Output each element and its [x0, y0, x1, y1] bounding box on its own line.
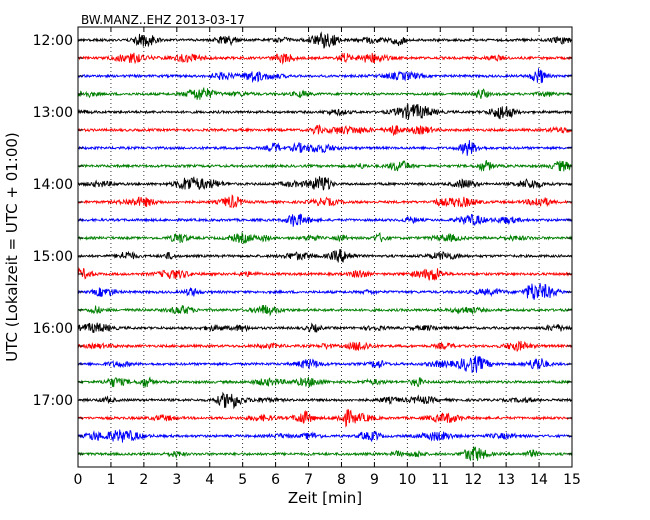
- y-tick-label: 15:00: [33, 249, 73, 265]
- seismic-trace: [77, 376, 573, 388]
- x-tick-label: 10: [398, 472, 416, 488]
- x-tick-label: 9: [370, 472, 379, 488]
- seismic-trace: [77, 267, 573, 281]
- seismic-trace: [77, 282, 573, 300]
- traces-layer: [77, 31, 573, 461]
- x-tick-label: 5: [238, 472, 247, 488]
- seismic-trace: [77, 231, 573, 245]
- x-tick-label: 4: [205, 472, 214, 488]
- x-axis: 0 1 2 3 4 5 6 7 8 9 10 11 12 13 14 15: [74, 27, 581, 488]
- seismic-trace: [77, 123, 573, 137]
- seismic-trace: [77, 249, 573, 263]
- x-tick-label: 8: [337, 472, 346, 488]
- seismic-trace: [77, 176, 572, 191]
- grid-layer: [110, 27, 540, 467]
- x-tick-label: 15: [563, 472, 581, 488]
- chart-title: BW.MANZ..EHZ 2013-03-17: [81, 13, 245, 27]
- seismic-trace: [77, 304, 573, 317]
- seismic-trace: [77, 159, 573, 172]
- y-tick-label: 16:00: [33, 321, 73, 337]
- seismic-trace: [77, 408, 573, 428]
- y-tick-label: 13:00: [33, 105, 73, 121]
- seismic-trace: [77, 68, 573, 84]
- y-axis: 12:00 13:00 14:00 15:00 16:00 17:00: [33, 33, 572, 455]
- seismic-trace: [77, 140, 573, 156]
- seismic-trace: [77, 429, 573, 443]
- x-tick-label: 13: [497, 472, 515, 488]
- seismic-trace: [77, 52, 573, 65]
- x-tick-label: 11: [431, 472, 449, 488]
- seismic-trace: [77, 322, 573, 334]
- plot-frame: [77, 26, 573, 468]
- x-tick-label: 0: [74, 472, 83, 488]
- seismic-trace: [77, 446, 573, 461]
- x-tick-label: 1: [106, 472, 115, 488]
- x-tick-label: 12: [464, 472, 482, 488]
- x-tick-label: 2: [139, 472, 148, 488]
- seismic-trace: [77, 103, 573, 120]
- x-tick-label: 6: [271, 472, 280, 488]
- seismic-trace: [77, 194, 573, 209]
- y-axis-label: UTC (Lokalzeit = UTC + 01:00): [3, 132, 21, 362]
- seismic-trace: [77, 391, 573, 410]
- x-axis-label: Zeit [min]: [288, 489, 362, 507]
- x-tick-label: 7: [304, 472, 313, 488]
- y-tick-label: 17:00: [33, 393, 73, 409]
- y-tick-label: 14:00: [33, 177, 73, 193]
- x-tick-label: 14: [530, 472, 548, 488]
- y-tick-label: 12:00: [33, 33, 73, 49]
- seismic-trace: [77, 31, 573, 49]
- seismic-trace: [77, 213, 573, 227]
- seismic-trace: [77, 340, 573, 352]
- seismic-trace: [77, 355, 573, 373]
- x-tick-label: 3: [172, 472, 181, 488]
- seismic-trace: [77, 87, 572, 100]
